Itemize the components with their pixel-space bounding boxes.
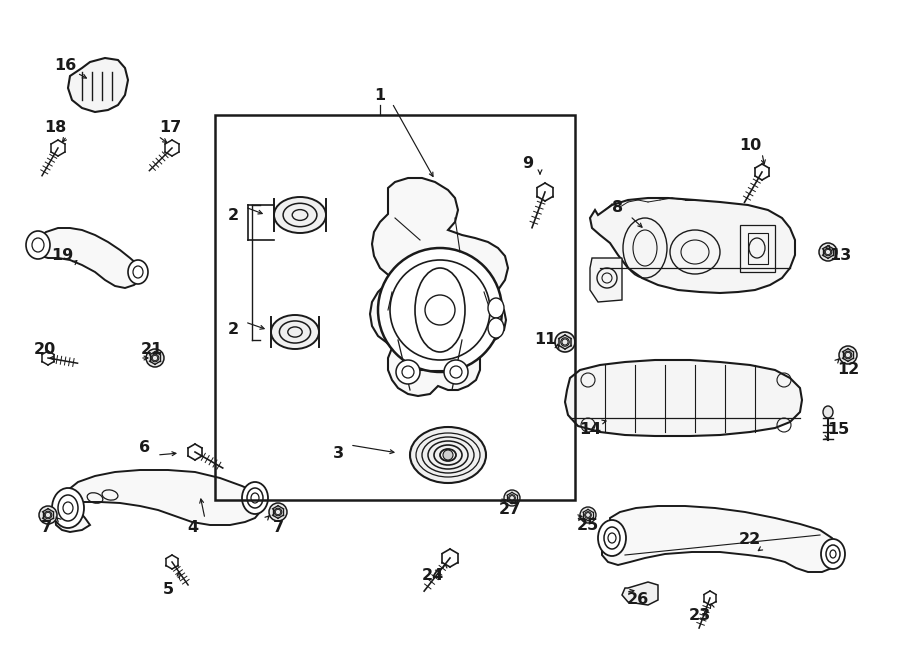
- Text: 26: 26: [627, 592, 649, 608]
- Ellipse shape: [504, 490, 520, 506]
- Text: 20: 20: [34, 342, 56, 357]
- Text: 7: 7: [40, 520, 51, 534]
- Ellipse shape: [410, 427, 486, 483]
- Polygon shape: [370, 178, 508, 396]
- Text: 1: 1: [374, 87, 385, 103]
- Ellipse shape: [598, 520, 626, 556]
- Text: 15: 15: [827, 422, 849, 438]
- Text: 25: 25: [577, 518, 599, 532]
- Text: 16: 16: [54, 58, 76, 73]
- Ellipse shape: [242, 482, 268, 514]
- Text: 9: 9: [522, 156, 534, 171]
- Text: 11: 11: [534, 332, 556, 348]
- Text: 13: 13: [829, 248, 851, 263]
- Ellipse shape: [488, 298, 504, 318]
- Ellipse shape: [443, 450, 453, 460]
- Text: 10: 10: [739, 138, 761, 152]
- Polygon shape: [602, 506, 840, 572]
- Ellipse shape: [488, 318, 504, 338]
- Text: 6: 6: [140, 440, 150, 455]
- Text: 7: 7: [273, 520, 284, 534]
- Ellipse shape: [26, 231, 50, 259]
- Polygon shape: [590, 198, 795, 293]
- Ellipse shape: [819, 243, 837, 261]
- Ellipse shape: [396, 360, 420, 384]
- Ellipse shape: [271, 315, 319, 349]
- Polygon shape: [565, 360, 802, 436]
- Bar: [215, 115, 575, 500]
- Ellipse shape: [580, 507, 596, 523]
- Polygon shape: [32, 228, 142, 288]
- Text: 19: 19: [51, 248, 73, 263]
- Text: 22: 22: [739, 532, 761, 547]
- Ellipse shape: [274, 197, 326, 233]
- Text: 18: 18: [44, 120, 66, 136]
- Text: 2: 2: [228, 322, 238, 338]
- Text: 12: 12: [837, 363, 859, 377]
- Text: 8: 8: [612, 201, 624, 216]
- Text: 17: 17: [159, 120, 181, 136]
- Ellipse shape: [555, 332, 575, 352]
- Polygon shape: [55, 470, 262, 532]
- Ellipse shape: [839, 346, 857, 364]
- Ellipse shape: [821, 539, 845, 569]
- Ellipse shape: [128, 260, 148, 284]
- Ellipse shape: [146, 349, 164, 367]
- Text: 4: 4: [187, 520, 199, 534]
- Ellipse shape: [378, 248, 502, 372]
- Text: 24: 24: [422, 567, 444, 583]
- Text: 23: 23: [688, 608, 711, 622]
- Text: 2: 2: [228, 207, 238, 222]
- Polygon shape: [622, 582, 658, 605]
- Text: 14: 14: [579, 422, 601, 438]
- Text: 3: 3: [332, 446, 344, 461]
- Ellipse shape: [823, 406, 833, 418]
- Text: 27: 27: [499, 502, 521, 518]
- Polygon shape: [590, 258, 622, 302]
- Ellipse shape: [269, 503, 287, 521]
- Text: 5: 5: [162, 583, 174, 598]
- Polygon shape: [68, 58, 128, 112]
- Text: 21: 21: [141, 342, 163, 357]
- Ellipse shape: [39, 506, 57, 524]
- Ellipse shape: [444, 360, 468, 384]
- Ellipse shape: [52, 488, 84, 528]
